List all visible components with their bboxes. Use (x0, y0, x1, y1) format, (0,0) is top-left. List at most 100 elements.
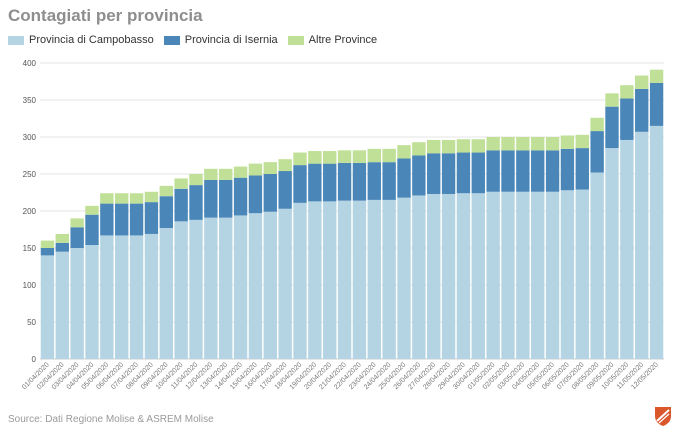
bar-segment-series-0 (174, 221, 188, 359)
bar-segment-series-0 (412, 195, 426, 359)
bar-segment-series-2 (456, 139, 471, 153)
bar-segment-series-0 (189, 219, 203, 359)
bar-segment-series-0 (204, 217, 218, 359)
bar-segment-series-1 (456, 152, 471, 194)
bar-segment-series-2 (40, 240, 55, 248)
bar-segment-series-1 (649, 82, 664, 126)
bar-segment-series-0 (560, 190, 575, 359)
bar-segment-series-1 (204, 179, 218, 218)
legend-item-isernia[interactable]: Provincia di Isernia (163, 34, 278, 46)
bar-segment-series-0 (233, 215, 248, 359)
bar-segment-series-1 (412, 155, 426, 196)
legend-swatch-altre (287, 35, 304, 45)
bar-segment-series-2 (516, 137, 530, 151)
bar-segment-series-1 (263, 174, 277, 212)
bar-segment-series-1 (293, 165, 307, 203)
bar-segment-series-1 (367, 162, 381, 200)
bar-segment-series-1 (100, 203, 114, 236)
bar-segment-series-1 (352, 162, 367, 201)
bar-segment-series-2 (441, 139, 456, 154)
bar-segment-series-0 (382, 199, 396, 359)
bar-segment-series-2 (204, 168, 218, 180)
bar-segment-series-0 (323, 201, 337, 359)
bar-segment-series-0 (486, 191, 500, 359)
bar-segment-series-1 (174, 188, 188, 222)
bar-segment-series-0 (367, 199, 381, 359)
bar-segment-series-0 (219, 217, 233, 359)
bar-segment-series-2 (352, 150, 367, 163)
bar-segment-series-1 (545, 150, 560, 192)
legend-item-campobasso[interactable]: Provincia di Campobasso (8, 34, 154, 46)
bar-segment-series-1 (337, 162, 352, 201)
chart-legend: Provincia di Campobasso Provincia di Ise… (8, 34, 387, 46)
bar-segment-series-0 (456, 193, 471, 359)
bar-segment-series-1 (323, 163, 337, 202)
bar-segment-series-2 (635, 75, 649, 89)
bar-segment-series-0 (144, 233, 159, 359)
bar-segment-series-2 (337, 150, 352, 163)
bar-segment-series-2 (605, 93, 619, 107)
bar-segment-series-2 (560, 135, 575, 149)
legend-swatch-campobasso (8, 35, 24, 45)
bar-segment-series-2 (397, 145, 411, 159)
bar-segment-series-1 (620, 98, 634, 140)
legend-label-campobasso: Provincia di Campobasso (29, 34, 154, 46)
bar-segment-series-0 (293, 202, 307, 359)
legend-label-altre: Altre Province (308, 34, 378, 46)
bar-segment-series-2 (174, 178, 188, 189)
bar-segment-series-2 (85, 205, 99, 215)
molise-shield-logo-icon (655, 407, 671, 426)
bar-segment-series-1 (635, 88, 649, 132)
bar-segment-series-0 (649, 125, 664, 360)
bar-segment-series-1 (85, 214, 99, 246)
bar-segment-series-0 (471, 193, 485, 359)
bar-segment-series-2 (129, 193, 144, 204)
legend-item-altre[interactable]: Altre Province (287, 34, 378, 46)
stacked-bar-chart: 05010015020025030035040001/04/202002/04/… (21, 59, 664, 391)
bar-segment-series-0 (85, 245, 99, 359)
bar-segment-series-2 (486, 137, 500, 151)
bar-segment-series-2 (55, 233, 69, 243)
bar-segment-series-1 (233, 177, 248, 216)
bar-segment-series-1 (427, 153, 441, 194)
y-tick-label: 50 (27, 318, 36, 327)
bar-segment-series-2 (100, 193, 114, 204)
bar-segment-series-1 (129, 203, 144, 236)
bar-segment-series-0 (516, 191, 530, 359)
bar-segment-series-2 (248, 163, 263, 176)
bar-segment-series-1 (248, 175, 263, 214)
bar-segment-series-2 (575, 134, 589, 149)
bar-segment-series-0 (605, 148, 619, 359)
bar-segment-series-0 (501, 191, 515, 359)
bar-segment-series-2 (115, 193, 129, 204)
y-tick-label: 100 (23, 281, 37, 290)
bar-segment-series-0 (55, 251, 69, 359)
bar-segment-series-2 (189, 174, 203, 186)
bar-segment-series-2 (382, 148, 396, 163)
bar-segment-series-0 (159, 228, 173, 359)
legend-swatch-isernia (163, 35, 180, 45)
legend-label-isernia: Provincia di Isernia (184, 34, 278, 46)
bar-segment-series-0 (427, 193, 441, 359)
bar-segment-series-2 (308, 151, 322, 164)
bar-segment-series-2 (367, 148, 381, 163)
y-tick-label: 250 (23, 170, 37, 179)
bar-segment-series-0 (100, 235, 114, 359)
bar-segment-series-1 (560, 148, 575, 191)
bar-segment-series-0 (531, 191, 545, 359)
bar-segment-series-0 (115, 235, 129, 359)
bar-segment-series-1 (397, 158, 411, 198)
bar-segment-series-1 (70, 227, 84, 248)
bar-segment-series-1 (159, 196, 173, 229)
bar-segment-series-2 (590, 117, 604, 132)
bar-segment-series-1 (219, 179, 233, 218)
bar-segment-series-1 (278, 171, 292, 209)
bar-segment-series-1 (605, 106, 619, 149)
bar-segment-series-2 (427, 139, 441, 154)
bar-segment-series-2 (144, 191, 159, 203)
chart-title: Contagiati per provincia (8, 6, 203, 25)
bar-segment-series-1 (115, 203, 129, 236)
y-tick-label: 300 (23, 133, 37, 142)
bar-segment-series-1 (531, 150, 545, 192)
bar-segment-series-2 (159, 185, 173, 197)
